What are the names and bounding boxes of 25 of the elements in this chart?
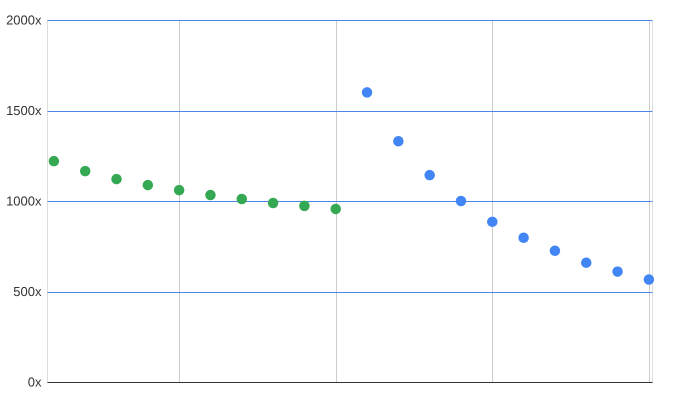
point <box>550 246 560 256</box>
point <box>518 232 529 243</box>
point <box>487 216 498 228</box>
point <box>80 166 90 176</box>
point <box>299 200 310 212</box>
point <box>268 198 278 208</box>
point <box>424 170 435 180</box>
point <box>456 196 466 206</box>
point <box>362 87 372 98</box>
point <box>142 180 154 190</box>
point <box>330 204 341 214</box>
point <box>111 174 122 184</box>
y-tick-label: 1000x <box>6 194 42 208</box>
y-tick-label: 1500x <box>6 103 42 118</box>
point <box>174 184 184 196</box>
point <box>644 274 654 285</box>
point <box>205 190 216 200</box>
point <box>393 136 404 147</box>
y-tick-label: 0x <box>28 374 42 390</box>
y-tick-label: 2000x <box>6 12 42 28</box>
point <box>48 156 60 166</box>
y-tick-label: 500x <box>13 284 42 299</box>
point <box>580 257 592 268</box>
point <box>236 194 248 204</box>
point <box>612 266 623 277</box>
